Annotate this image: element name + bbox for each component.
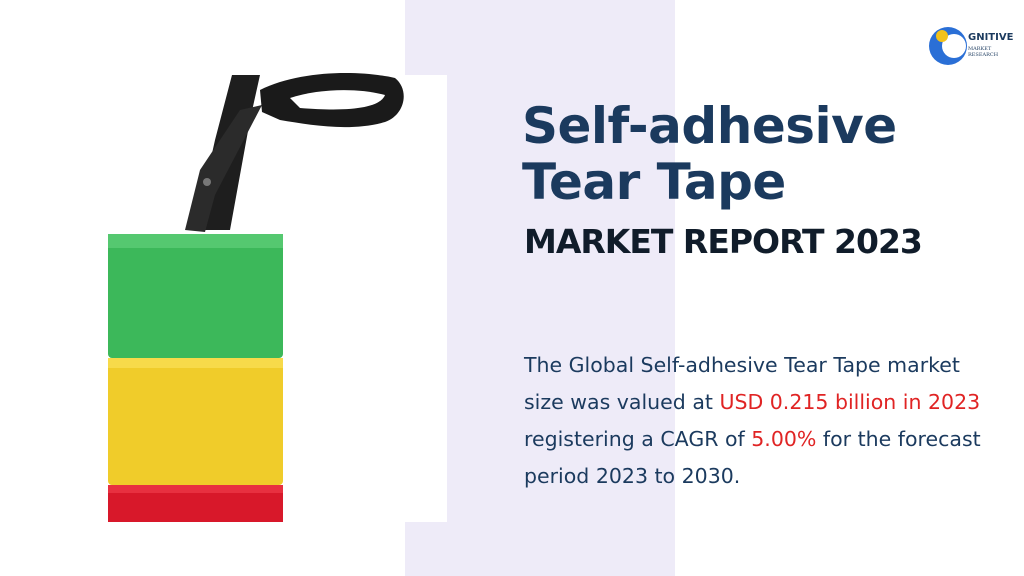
tape-roll-green [108,234,283,358]
title-line: Tear Tape [522,153,786,211]
logo-word: GNITIVE [968,32,1014,43]
text: The Global Self-adhesive Tear Tape marke… [524,353,960,414]
title-line: Self-adhesive [522,97,897,155]
title: Self-adhesive Tear Tape [522,98,897,210]
scissors-hole [290,90,385,110]
subtitle: MARKET REPORT 2023 [524,222,923,261]
text: for the forecast period 2023 to 2030. [524,427,981,488]
background-band [405,0,675,576]
tape-edge [108,485,283,493]
logo-cutout [942,34,966,58]
text: registering a CAGR of [524,427,752,451]
tape-roll-yellow [108,358,283,485]
highlight: 5.00% [751,427,817,451]
logo-dot [936,30,948,42]
tape-edge [108,234,283,248]
logo-subtitle: MARKET RESEARCH [968,46,999,58]
summary: The Global Self-adhesive Tear Tape marke… [524,347,994,495]
logo-mark [929,27,967,65]
scissors-blade [185,105,262,232]
highlight: USD 0.215 billion in 2023 [719,390,981,414]
scissors-pivot [203,178,211,186]
tape-edge [108,358,283,368]
